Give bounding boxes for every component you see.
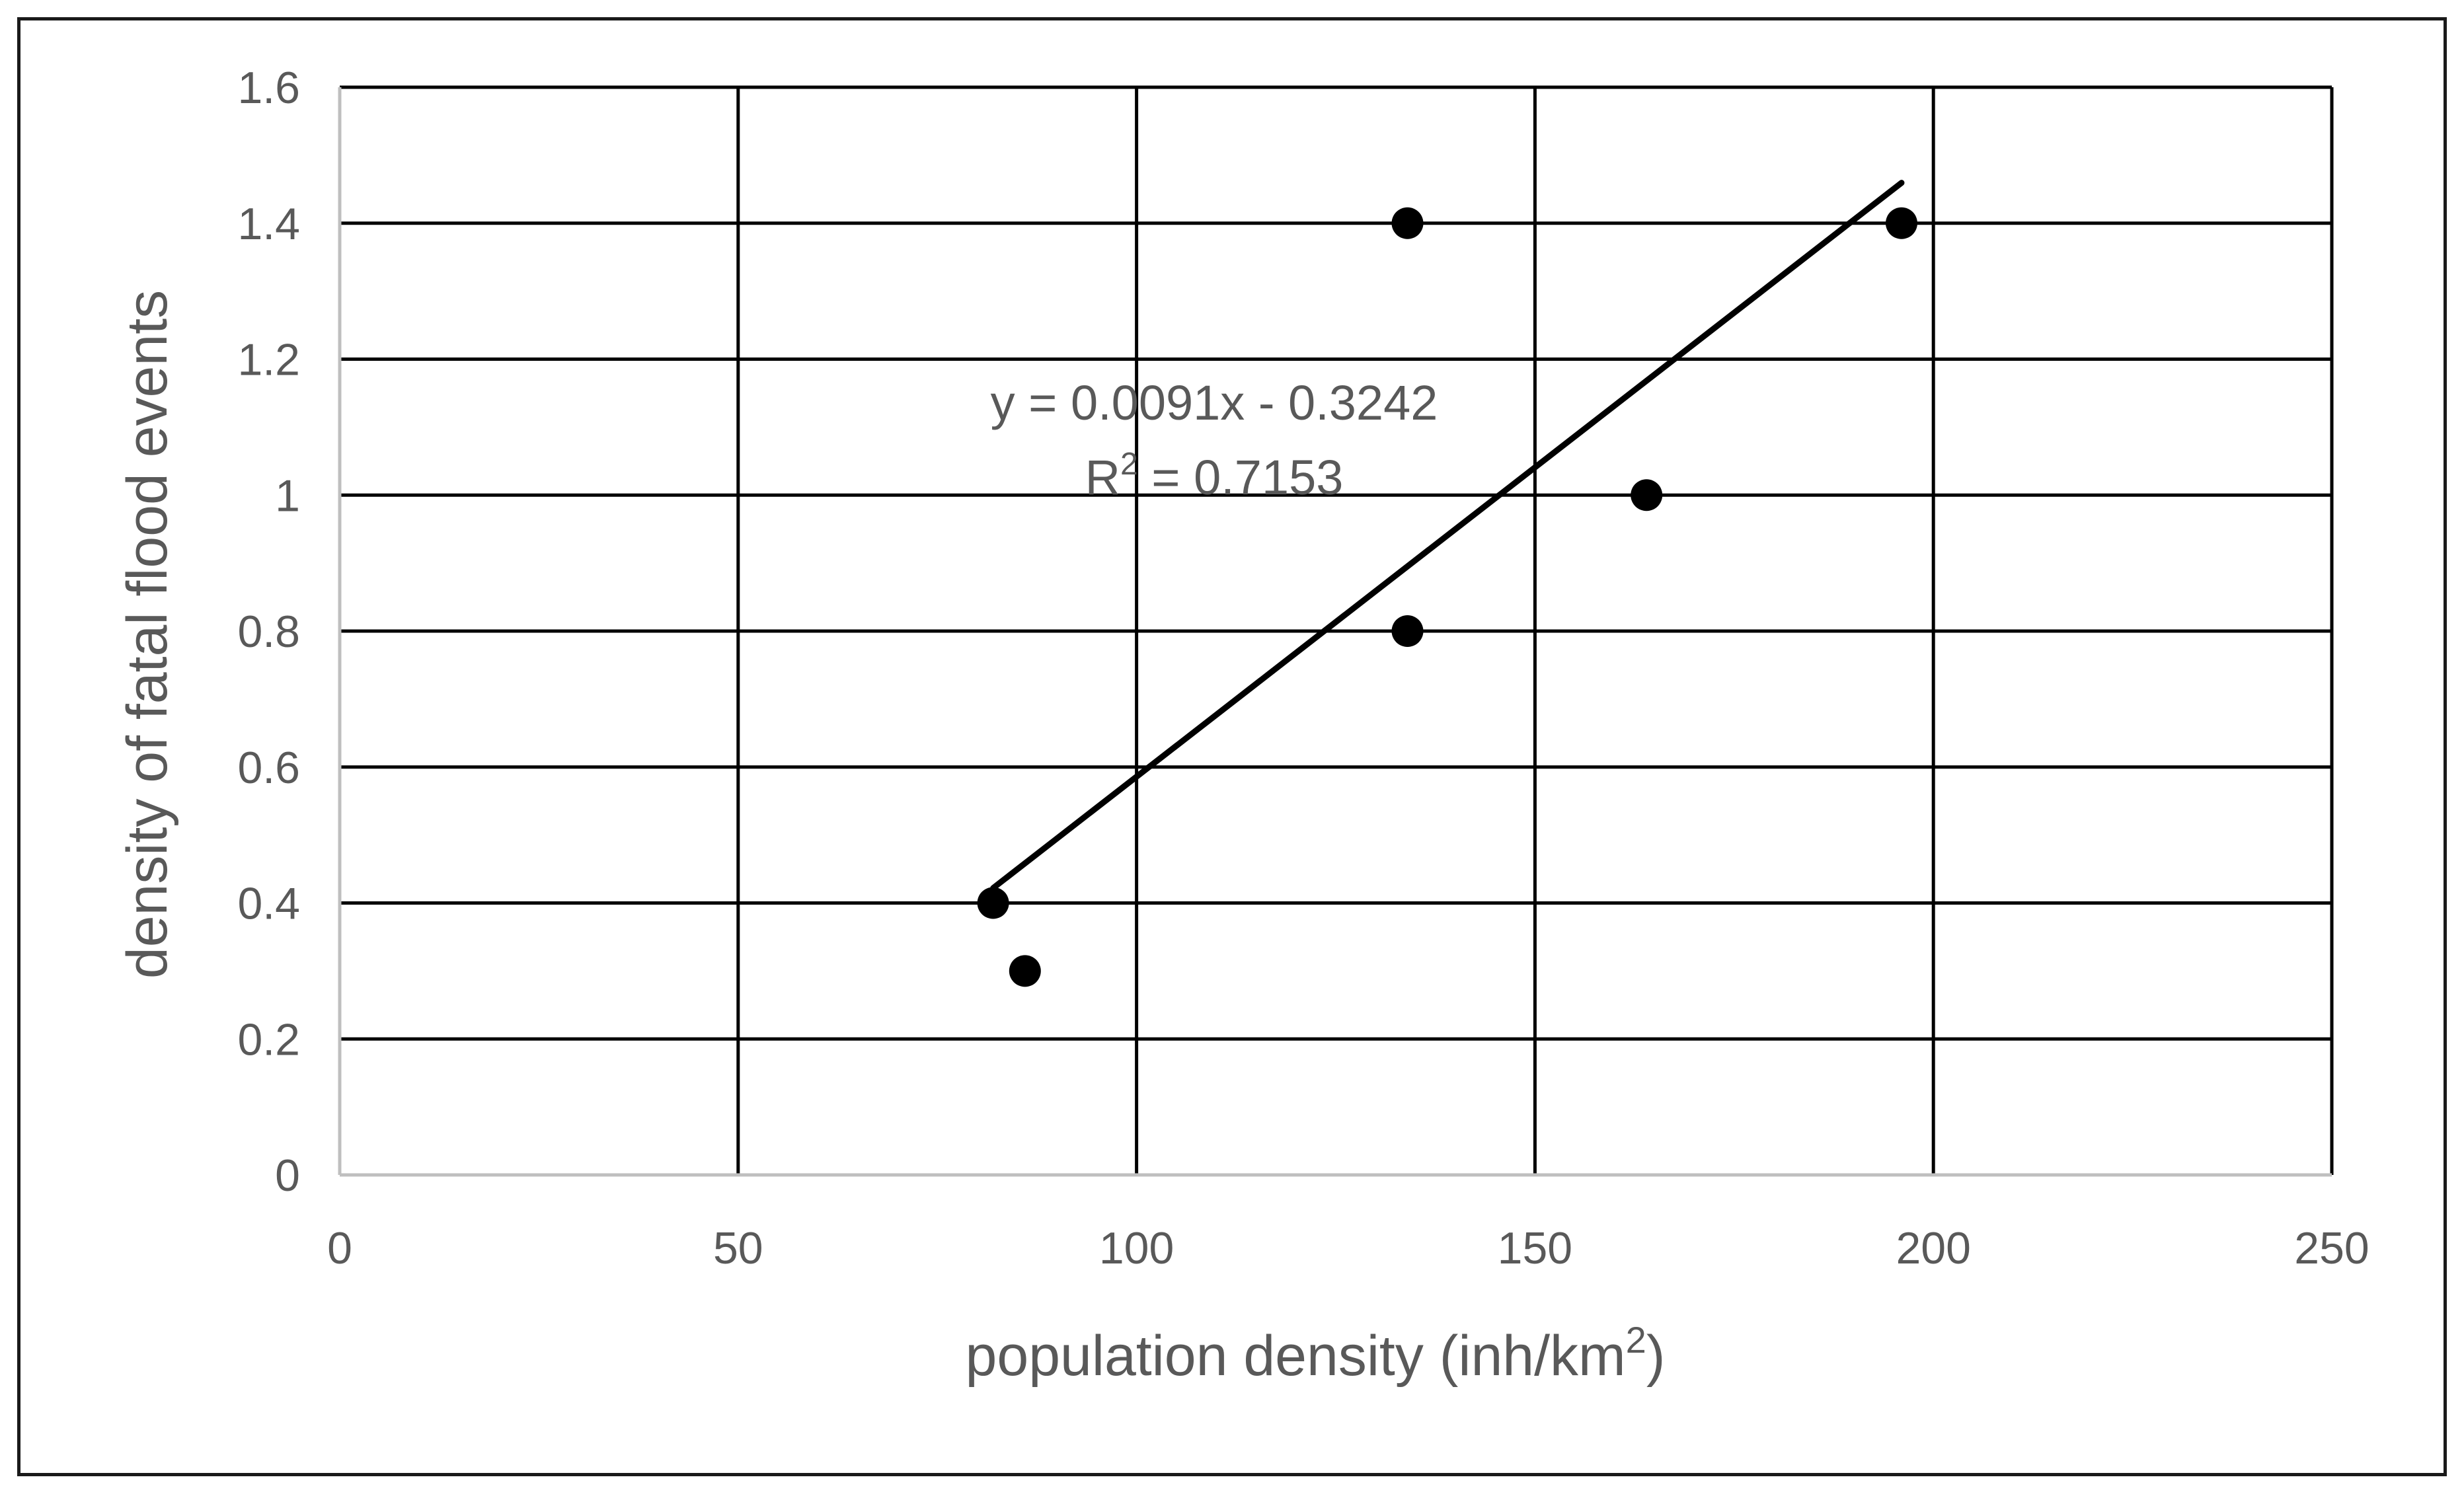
y-tick-label: 0.2 xyxy=(237,1014,300,1065)
y-tick-label: 0.4 xyxy=(237,879,300,929)
data-point xyxy=(978,887,1009,919)
data-points xyxy=(978,207,1917,987)
y-tick-label: 0.8 xyxy=(237,607,300,657)
x-tick-label: 150 xyxy=(1498,1223,1572,1273)
grid-lines xyxy=(340,87,2332,1175)
y-axis-title: density of fatal flood events xyxy=(116,290,179,979)
r-squared-value: = 0.7153 xyxy=(1138,450,1344,505)
x-tick-label: 50 xyxy=(713,1223,763,1273)
trendline-group xyxy=(993,183,1902,888)
trendline xyxy=(993,183,1902,888)
y-tick-label: 1.2 xyxy=(237,335,300,385)
x-tick-label: 0 xyxy=(327,1223,352,1273)
x-axis-title-tail: ) xyxy=(1646,1324,1666,1388)
data-point xyxy=(1886,207,1917,239)
y-tick-label: 1.6 xyxy=(237,63,300,113)
data-point xyxy=(1009,955,1041,987)
x-axis-title-superscript: 2 xyxy=(1626,1319,1646,1361)
data-point xyxy=(1392,615,1424,647)
r-squared-base: R xyxy=(1085,450,1120,505)
x-axis-title-base: population density (inh/km xyxy=(966,1324,1626,1388)
data-point xyxy=(1631,479,1662,511)
x-tick-label: 200 xyxy=(1896,1223,1970,1273)
data-point xyxy=(1392,207,1424,239)
y-tick-label: 1.4 xyxy=(237,199,300,249)
x-tick-label: 250 xyxy=(2294,1223,2369,1273)
y-tick-label: 0.6 xyxy=(237,743,300,793)
x-tick-label: 100 xyxy=(1099,1223,1174,1273)
r-squared-superscript: 2 xyxy=(1120,447,1138,482)
tick-labels: 0 0.2 0.4 0.6 0.8 1 1.2 1.4 1.6 0 50 100 150 200 250 xyxy=(237,63,2369,1273)
y-tick-label: 1 xyxy=(275,470,300,521)
x-axis-title: population density (inh/km2) xyxy=(966,1319,1666,1388)
y-tick-label: 0 xyxy=(275,1150,300,1201)
trendline-equation: y = 0.0091x - 0.3242 xyxy=(991,375,1438,430)
